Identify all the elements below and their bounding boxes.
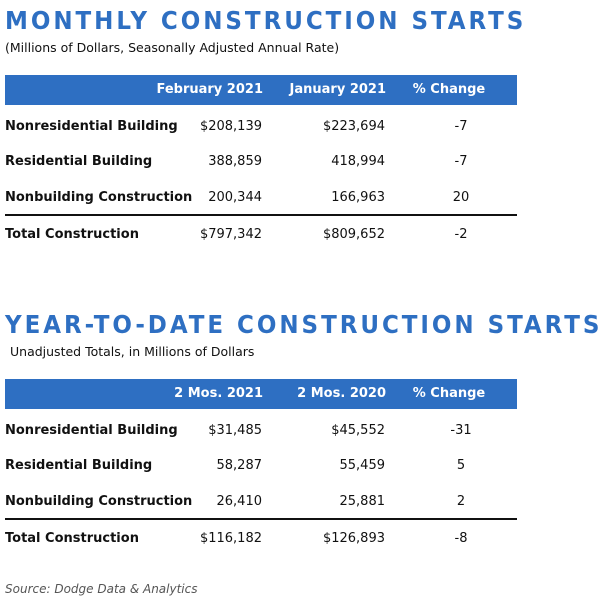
cell: $31,485	[208, 423, 262, 438]
section-title: MONTHLY CONSTRUCTION STARTS	[5, 6, 527, 35]
row-label: Total Construction	[5, 227, 139, 242]
row-label: Total Construction	[5, 531, 139, 546]
cell: 26,410	[216, 494, 263, 509]
row-label: Nonbuilding Construction	[5, 494, 193, 509]
column-header: February 2021	[156, 82, 263, 97]
cell: 166,963	[331, 190, 385, 205]
column-header: % Change	[412, 82, 486, 97]
cell: $126,893	[322, 531, 385, 546]
total-rule	[5, 214, 517, 216]
row-label: Nonbuilding Construction	[5, 190, 193, 205]
source: Source: Dodge Data & Analytics	[5, 582, 198, 596]
cell: 55,459	[339, 458, 386, 473]
cell: $797,342	[199, 227, 262, 242]
cell: 20	[452, 190, 470, 205]
cell: 2	[456, 494, 466, 509]
header-bar	[5, 379, 517, 409]
cell: $223,694	[322, 119, 385, 134]
cell: -8	[454, 531, 468, 546]
cell: 58,287	[216, 458, 263, 473]
cell: $208,139	[199, 119, 262, 134]
section-subtitle: Unadjusted Totals, in Millions of Dollar…	[10, 344, 255, 359]
cell: 388,859	[208, 154, 262, 169]
cell: -2	[454, 227, 468, 242]
column-header: % Change	[412, 386, 486, 401]
section-subtitle: (Millions of Dollars, Seasonally Adjuste…	[5, 40, 340, 55]
cell: 25,881	[339, 494, 386, 509]
cell: $809,652	[322, 227, 385, 242]
header-bar	[5, 75, 517, 105]
section-title: YEAR-TO-DATE CONSTRUCTION STARTS	[5, 310, 600, 339]
column-header: 2 Mos. 2021	[174, 386, 263, 401]
cell: -7	[454, 154, 468, 169]
cell: $116,182	[199, 531, 262, 546]
column-header: January 2021	[289, 82, 386, 97]
row-label: Nonresidential Building	[5, 119, 178, 134]
row-label: Residential Building	[5, 154, 153, 169]
row-label: Nonresidential Building	[5, 423, 178, 438]
cell: 200,344	[208, 190, 262, 205]
cell: 5	[456, 458, 466, 473]
cell: -31	[450, 423, 472, 438]
row-label: Residential Building	[5, 458, 153, 473]
cell: 418,994	[331, 154, 385, 169]
cell: $45,552	[331, 423, 385, 438]
column-header: 2 Mos. 2020	[297, 386, 386, 401]
total-rule	[5, 518, 517, 520]
cell: -7	[454, 119, 468, 134]
